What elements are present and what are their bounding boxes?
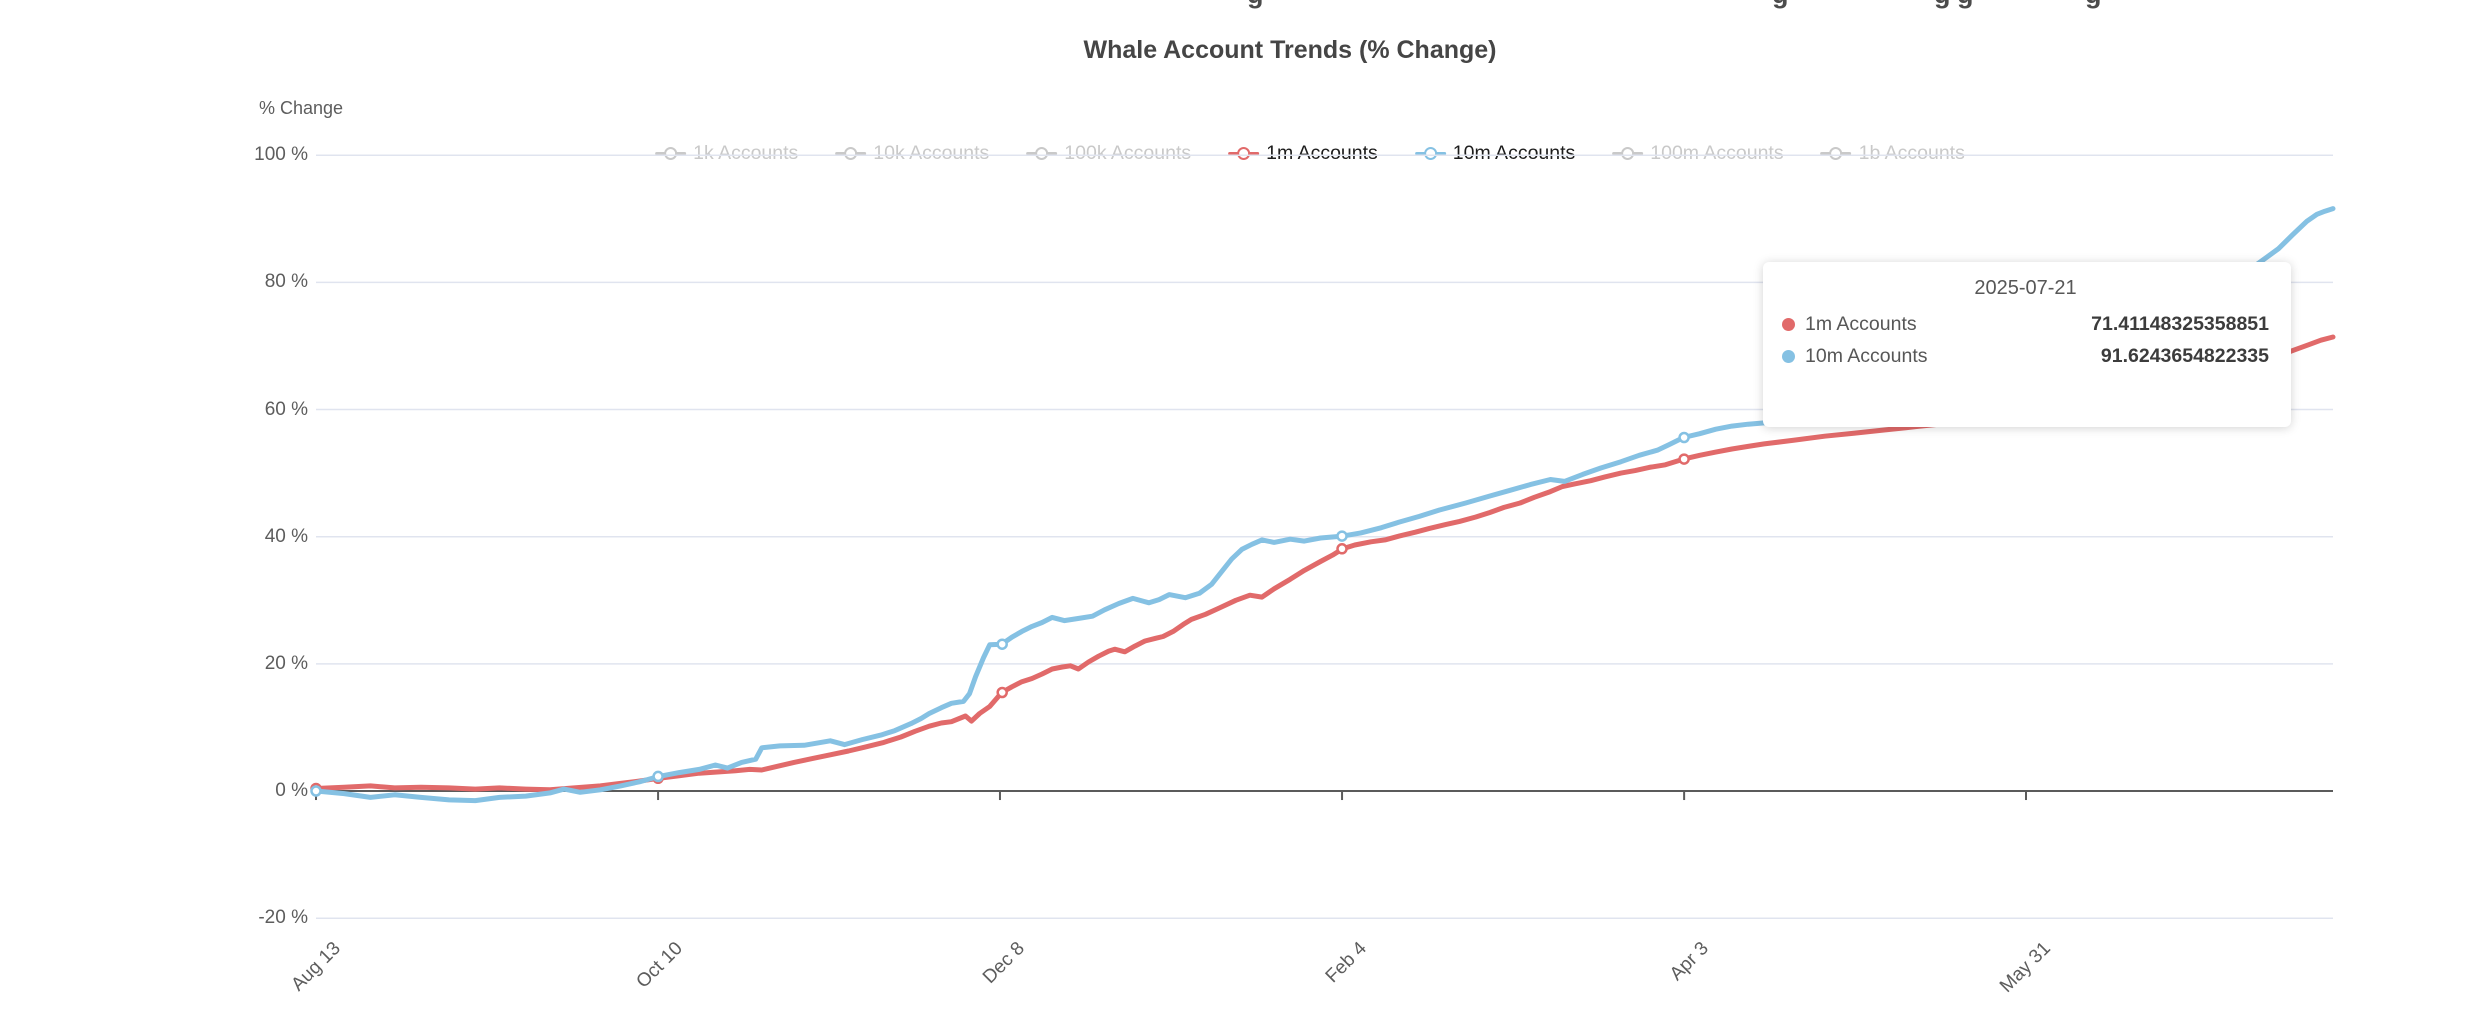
x-tick-label: Feb 4 [1321, 938, 1371, 988]
legend-item-1m-accounts[interactable]: 1m Accounts [1228, 142, 1378, 165]
clipped-glyph: g [1934, 0, 1951, 10]
clipped-glyph: g [2085, 0, 2102, 10]
legend-line-circle-icon [1820, 146, 1852, 161]
legend-line-circle-icon [1612, 146, 1644, 161]
legend: 1k Accounts 10k Accounts 100k Accounts 1m A… [655, 142, 1965, 165]
y-tick-label: 0 % [275, 780, 308, 802]
data-point-marker[interactable] [996, 638, 1008, 650]
tooltip-series-label: 10m Accounts [1805, 345, 1928, 367]
tooltip-row-1m: 1m Accounts 71.41148325358851 [1782, 313, 2269, 336]
tooltip-series-label: 1m Accounts [1805, 313, 1917, 335]
legend-label: 10m Accounts [1452, 142, 1576, 164]
plot-area[interactable] [310, 140, 2336, 940]
y-tick-label: 100 % [254, 144, 308, 166]
legend-label: 100m Accounts [1650, 142, 1784, 164]
tooltip-row-10m: 10m Accounts 91.6243654822335 [1782, 345, 2269, 368]
legend-line-circle-icon [1414, 146, 1446, 161]
data-point-marker[interactable] [652, 770, 664, 783]
y-axis-name: % Change [259, 98, 344, 118]
legend-label: 10k Accounts [873, 142, 990, 164]
legend-line-circle-icon [655, 146, 687, 161]
clipped-glyph: g [1772, 0, 1789, 10]
tooltip: 2025-07-21 1m Accounts 71.41148325358851… [1763, 262, 2291, 427]
legend-item-1b-accounts[interactable]: 1b Accounts [1820, 142, 1965, 165]
legend-label: 1b Accounts [1858, 142, 1965, 164]
x-tick-label: Dec 8 [978, 938, 1029, 988]
legend-item-1k-accounts[interactable]: 1k Accounts [655, 142, 798, 165]
x-tick-label: Apr 3 [1666, 938, 1713, 985]
data-point-marker[interactable] [1678, 453, 1690, 465]
x-tick-label: Aug 13 [287, 938, 345, 996]
legend-label: 1k Accounts [693, 142, 799, 164]
y-tick-label: 60 % [264, 398, 308, 420]
data-point-marker[interactable] [1678, 431, 1690, 444]
tooltip-series-value: 71.41148325358851 [2091, 313, 2269, 335]
x-tick-label: May 31 [1995, 938, 2055, 997]
y-tick-label: -20 % [258, 907, 308, 929]
legend-label: 1m Accounts [1266, 142, 1378, 164]
legend-line-circle-icon [1026, 146, 1058, 161]
red-series-dot-icon [1782, 318, 1795, 331]
data-point-marker[interactable] [310, 785, 322, 797]
y-tick-label: 20 % [264, 652, 308, 674]
tooltip-date: 2025-07-21 [1974, 277, 2077, 299]
data-point-marker[interactable] [996, 686, 1008, 699]
legend-label: 100k Accounts [1064, 142, 1192, 164]
chart-title: Whale Account Trends (% Change) [1083, 36, 1497, 64]
legend-line-circle-icon [1228, 146, 1260, 161]
blue-series-dot-icon [1782, 350, 1795, 363]
legend-line-circle-icon [835, 146, 867, 161]
legend-item-10m-accounts[interactable]: 10m Accounts [1414, 142, 1576, 165]
clipped-glyph: g [1957, 0, 1974, 10]
legend-item-100k-accounts[interactable]: 100k Accounts [1026, 142, 1191, 165]
legend-item-10k-accounts[interactable]: 10k Accounts [835, 142, 989, 165]
y-tick-label: 40 % [264, 525, 308, 547]
data-point-marker[interactable] [1336, 543, 1348, 555]
clipped-glyph: g [1247, 0, 1264, 10]
data-point-marker[interactable] [1336, 530, 1348, 542]
y-tick-label: 80 % [264, 271, 308, 293]
x-tick-label: Oct 10 [632, 938, 687, 993]
legend-item-100m-accounts[interactable]: 100m Accounts [1612, 142, 1784, 165]
tooltip-series-value: 91.6243654822335 [2100, 345, 2269, 367]
series-line-1m-accounts[interactable] [313, 334, 2336, 793]
